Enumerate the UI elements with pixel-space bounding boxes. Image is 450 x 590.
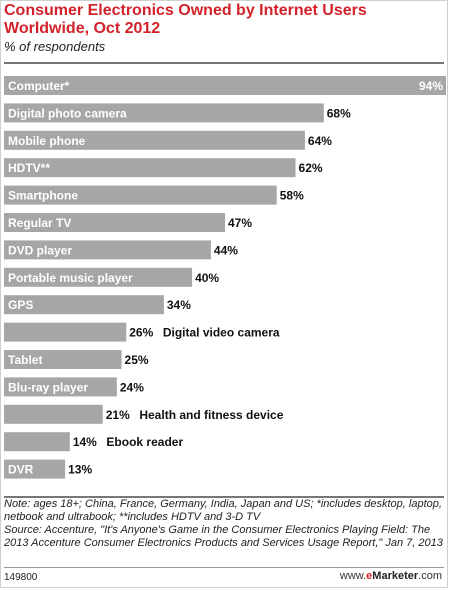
category-label-digital-photo-camera: Digital photo camera [8,106,127,120]
value-label-smartphone: 58% [280,189,304,203]
bar-dvd-player [4,240,211,260]
value-label-mobile-phone: 64% [308,134,332,148]
bar-gps [4,295,164,315]
category-label-digital-video-camera: Digital video camera [163,326,280,340]
bar-digital-video-camera [4,322,127,342]
value-label-blu-ray-player: 24% [120,380,144,394]
source-note: Note: ages 18+; China, France, Germany, … [4,498,443,549]
bar-tablet [4,350,122,369]
value-label-hdtv: 62% [299,161,323,175]
bar-regular-tv [4,213,225,232]
bar-smartphone [4,185,277,205]
category-label-regular-tv: Regular TV [8,216,71,230]
value-label-ebook-reader: 14% [73,435,97,449]
bar-dvr [4,459,66,479]
category-label-portable-music-player: Portable music player [8,271,133,285]
brand-logo: www.eMarketer.com [339,570,442,582]
category-label-hdtv: HDTV** [8,161,50,175]
value-label-gps: 34% [167,298,191,312]
category-label-smartphone: Smartphone [8,189,78,203]
chart-id: 149800 [4,572,38,583]
footer-divider [4,567,444,568]
value-label-digital-photo-camera: 68% [327,106,351,120]
category-label-gps: GPS [8,298,33,312]
bar-blu-ray-player [4,377,117,397]
value-label-dvr: 13% [68,463,92,477]
category-label-dvr: DVR [8,463,34,477]
top-divider [4,62,444,64]
value-label-portable-music-player: 40% [195,271,219,285]
category-label-health-and-fitness-device: Health and fitness device [139,408,283,422]
chart-subtitle: % of respondents [4,39,106,54]
chart-title: Consumer Electronics Owned by Internet U… [4,2,367,37]
value-label-health-and-fitness-device: 21% [106,408,130,422]
category-label-mobile-phone: Mobile phone [8,134,86,148]
value-label-tablet: 25% [125,353,149,367]
value-label-digital-video-camera: 26% [129,326,153,340]
bar-ebook-reader [4,432,70,452]
bar-digital-photo-camera [4,103,324,123]
bar-portable-music-player [4,267,193,287]
value-label-dvd-player: 44% [214,243,238,257]
bottom-divider [4,496,444,498]
category-label-tablet: Tablet [8,353,42,367]
bar-hdtv [4,158,296,178]
category-label-dvd-player: DVD player [8,243,72,257]
category-label-blu-ray-player: Blu-ray player [8,380,88,394]
value-label-regular-tv: 47% [228,216,252,230]
bar-health-and-fitness-device [4,404,103,424]
value-label-computer: 94% [419,79,443,93]
bar-mobile-phone [4,130,305,150]
bar-computer [4,76,446,95]
bar-chart: Computer* 94% Digital photo camera 68% Mobil… [4,76,446,479]
category-label-computer: Computer* [8,79,70,93]
category-label-ebook-reader: Ebook reader [106,435,183,449]
